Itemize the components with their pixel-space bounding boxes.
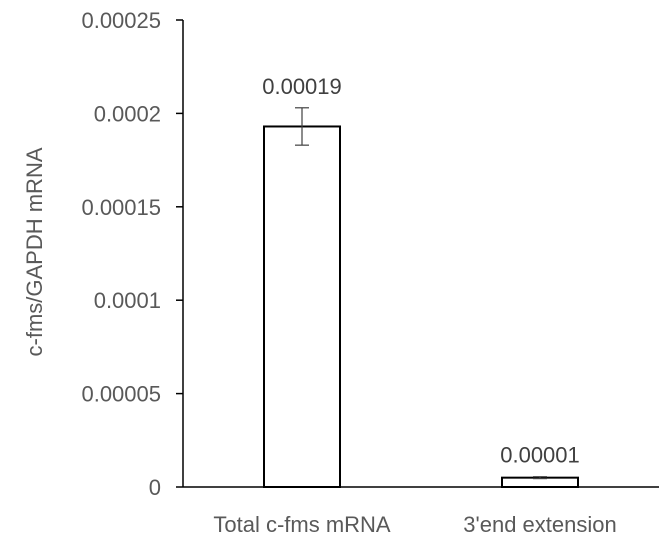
y-tick-label: 0.00015 [81, 195, 161, 220]
y-tick-label: 0.00025 [81, 8, 161, 33]
x-category-label: 3'end extension [463, 512, 616, 537]
data-label: 0.00019 [262, 74, 342, 99]
bars [263, 125, 579, 489]
y-axis-label: c-fms/GAPDH mRNA [22, 147, 47, 356]
y-axis-ticks: 0 0.00005 0.0001 0.00015 0.0002 0.00025 [81, 8, 183, 500]
y-tick-label: 0.00005 [81, 382, 161, 407]
y-tick-label: 0 [149, 475, 161, 500]
x-category-label: Total c-fms mRNA [213, 512, 391, 537]
data-labels: 0.00019 0.00001 [262, 74, 580, 468]
x-axis-categories: Total c-fms mRNA 3'end extension [213, 512, 616, 537]
y-tick-label: 0.0002 [94, 101, 161, 126]
bar [263, 125, 341, 488]
data-label: 0.00001 [500, 443, 580, 468]
error-bars [295, 107, 547, 480]
y-tick-label: 0.0001 [94, 288, 161, 313]
